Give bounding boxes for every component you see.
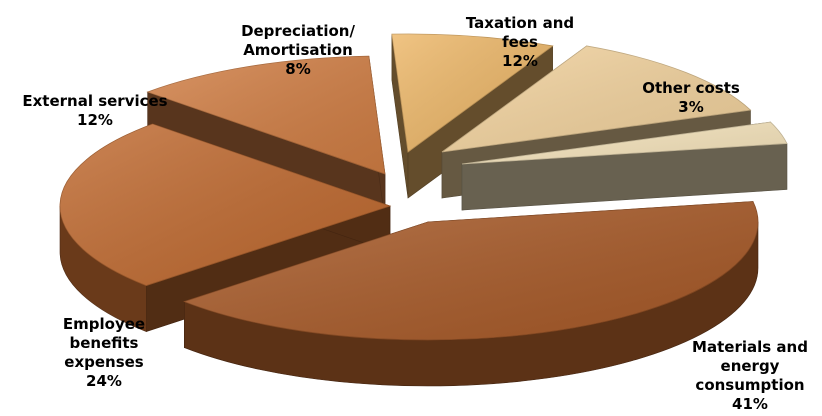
slice-label-text: Amortisation bbox=[243, 41, 353, 59]
slice-label-text: fees bbox=[502, 33, 538, 51]
slice-label-text: Depreciation/ bbox=[241, 22, 355, 40]
slice-label-text: Taxation and bbox=[466, 14, 574, 32]
slice-6 bbox=[461, 121, 788, 211]
slice-2 bbox=[59, 123, 392, 333]
slice-value-label: 3% bbox=[678, 98, 703, 116]
slice-value-label: 12% bbox=[502, 52, 538, 70]
slice-label-text: expenses bbox=[64, 353, 144, 371]
slice-label-text: benefits bbox=[70, 334, 139, 352]
slice-label-text: Employee bbox=[63, 315, 145, 333]
slice-label-text: consumption bbox=[695, 376, 804, 394]
pie-slices bbox=[59, 33, 788, 387]
slice-1 bbox=[183, 201, 759, 387]
slice-4 bbox=[391, 33, 554, 199]
slice-label-text: energy bbox=[721, 357, 780, 375]
slice-value-label: 12% bbox=[77, 111, 113, 129]
slice-label-text: Materials and bbox=[692, 338, 808, 356]
slice-value-label: 24% bbox=[86, 372, 122, 390]
slice-value-label: 8% bbox=[285, 60, 310, 78]
slice-value-label: 41% bbox=[732, 395, 768, 413]
slice-label-text: Other costs bbox=[642, 79, 740, 97]
slice-label-text: External services bbox=[22, 92, 167, 110]
